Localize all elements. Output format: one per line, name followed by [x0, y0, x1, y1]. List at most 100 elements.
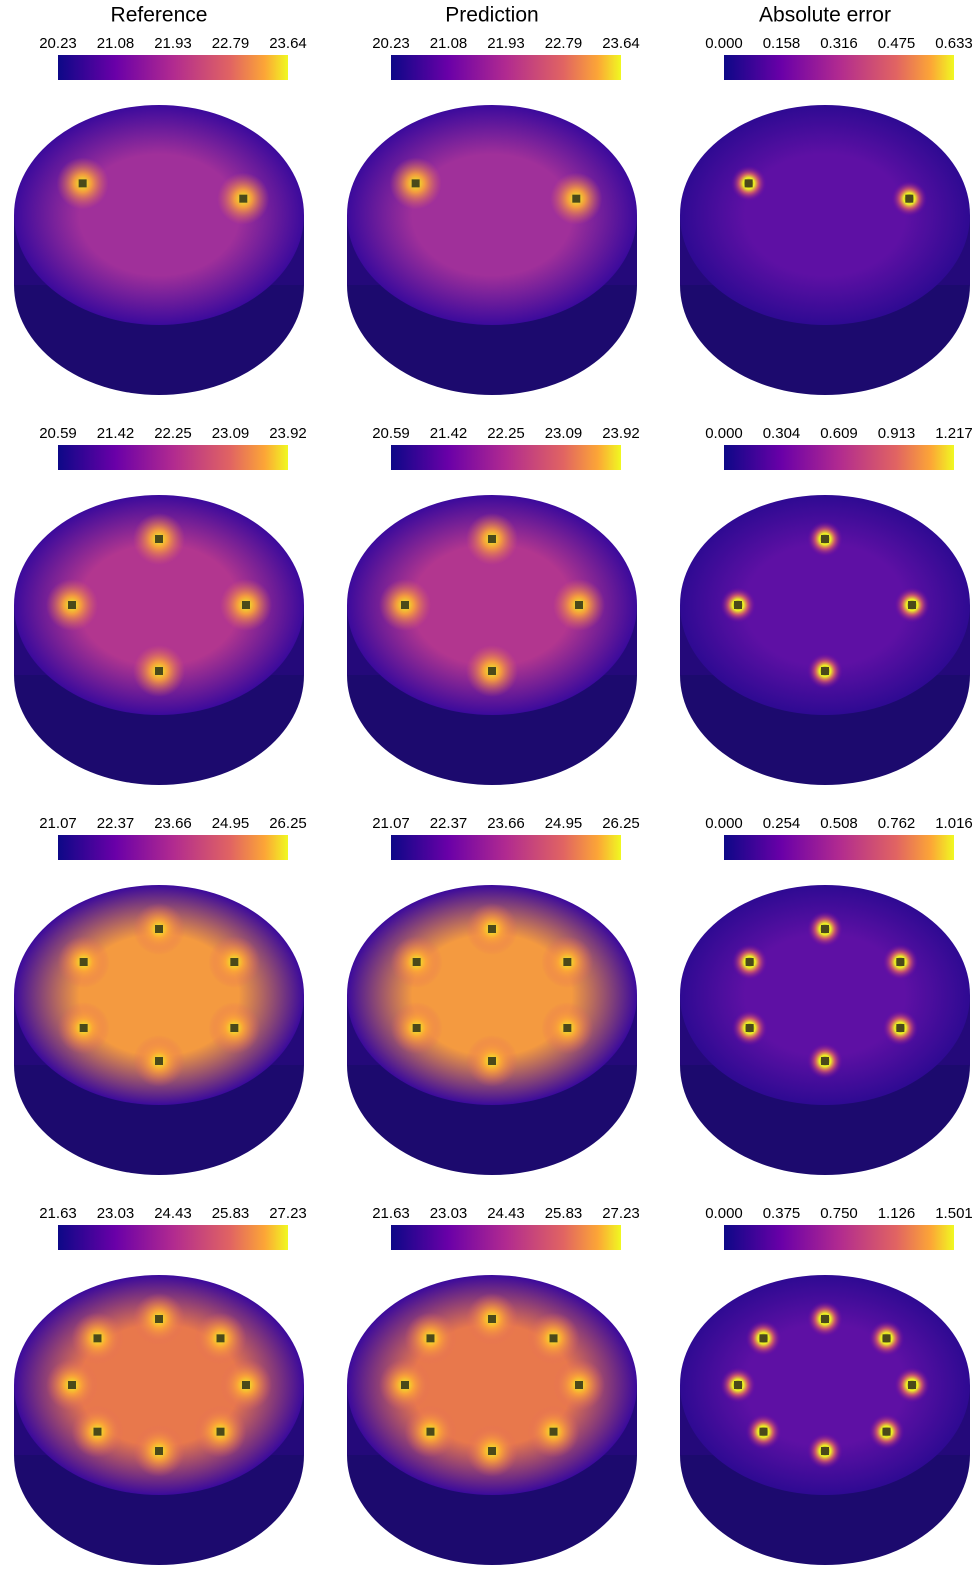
- sensor: [896, 958, 904, 966]
- colorbar-tick: 1.016: [935, 815, 973, 832]
- colorbar-tick: 21.07: [372, 815, 410, 832]
- colorbar-tick: 20.59: [372, 425, 410, 442]
- colorbar-tick: 20.23: [372, 35, 410, 52]
- sensor: [821, 1315, 829, 1323]
- colorbar-tick: 0.254: [763, 815, 801, 832]
- colorbar-tick: 0.609: [820, 425, 858, 442]
- colorbar-tick: 27.23: [602, 1205, 640, 1222]
- colorbar-tick: 22.37: [97, 815, 135, 832]
- colorbar-tick: 0.633: [935, 35, 973, 52]
- sensor: [575, 601, 583, 609]
- sensor: [550, 1428, 558, 1436]
- sensor: [413, 958, 421, 966]
- colorbar-tick: 24.95: [212, 815, 250, 832]
- colorbar-tick: 25.83: [212, 1205, 250, 1222]
- sensor: [242, 1381, 250, 1389]
- colorbar-tick: 24.95: [545, 815, 583, 832]
- colorbar-tick: 0.000: [705, 425, 743, 442]
- colorbar-tick: 22.79: [212, 35, 250, 52]
- colorbar-tick: 0.158: [763, 35, 801, 52]
- sensor: [905, 195, 913, 203]
- sensor: [217, 1428, 225, 1436]
- sensor: [488, 1315, 496, 1323]
- colorbar-tick: 0.913: [878, 425, 916, 442]
- colorbar: [724, 55, 954, 80]
- colorbar-tick: 27.23: [269, 1205, 307, 1222]
- colorbar-tick: 21.93: [487, 35, 525, 52]
- column-title: Prediction: [445, 4, 538, 27]
- sensor: [563, 1024, 571, 1032]
- sensor: [93, 1428, 101, 1436]
- sensor: [488, 1057, 496, 1065]
- colorbar-tick: 21.07: [39, 815, 77, 832]
- colorbar-tick: 21.42: [97, 425, 135, 442]
- colorbar-tick: 22.25: [154, 425, 192, 442]
- sensor: [68, 601, 76, 609]
- colorbar-tick: 0.508: [820, 815, 858, 832]
- colorbar-tick: 23.64: [602, 35, 640, 52]
- colorbar-tick: 21.63: [372, 1205, 410, 1222]
- colorbar-tick: 23.92: [269, 425, 307, 442]
- colorbar: [724, 1225, 954, 1250]
- colorbar-tick: 1.501: [935, 1205, 973, 1222]
- sensor: [217, 1334, 225, 1342]
- column-title: Reference: [111, 4, 208, 27]
- colorbar: [391, 1225, 621, 1250]
- sensor: [821, 925, 829, 933]
- sensor: [821, 667, 829, 675]
- sensor: [488, 667, 496, 675]
- colorbar-tick: 23.66: [487, 815, 525, 832]
- colorbar-tick: 0.316: [820, 35, 858, 52]
- sensor: [883, 1334, 891, 1342]
- colorbar-tick: 26.25: [269, 815, 307, 832]
- colorbar-tick: 0.750: [820, 1205, 858, 1222]
- sensor: [746, 1024, 754, 1032]
- colorbar-tick: 21.08: [430, 35, 468, 52]
- sensor: [488, 1447, 496, 1455]
- column-title: Absolute error: [759, 4, 891, 27]
- sensor: [563, 958, 571, 966]
- sensor: [80, 1024, 88, 1032]
- sensor: [908, 1381, 916, 1389]
- colorbar-tick: 0.304: [763, 425, 801, 442]
- colorbar-tick: 22.25: [487, 425, 525, 442]
- sensor: [155, 1315, 163, 1323]
- colorbar-tick: 23.03: [430, 1205, 468, 1222]
- colorbar: [391, 445, 621, 470]
- colorbar-tick: 21.08: [97, 35, 135, 52]
- sensor: [896, 1024, 904, 1032]
- sensor: [242, 601, 250, 609]
- sensor: [426, 1334, 434, 1342]
- sensor: [821, 535, 829, 543]
- sensor: [426, 1428, 434, 1436]
- colorbar-tick: 0.000: [705, 1205, 743, 1222]
- colorbar-tick: 24.43: [487, 1205, 525, 1222]
- figure: Reference Prediction Absolute error 20.23 21…: [0, 0, 976, 1566]
- sensor: [488, 535, 496, 543]
- sensor: [230, 958, 238, 966]
- colorbar-tick: 0.000: [705, 35, 743, 52]
- sensor: [155, 1057, 163, 1065]
- sensor: [401, 601, 409, 609]
- colorbar-tick: 23.09: [212, 425, 250, 442]
- colorbar-tick: 0.000: [705, 815, 743, 832]
- colorbar-tick: 22.79: [545, 35, 583, 52]
- sensor: [734, 601, 742, 609]
- colorbar: [58, 835, 288, 860]
- colorbar: [391, 55, 621, 80]
- sensor: [821, 1447, 829, 1455]
- sensor: [155, 667, 163, 675]
- sensor: [68, 1381, 76, 1389]
- colorbar-tick: 25.83: [545, 1205, 583, 1222]
- colorbar-tick: 21.63: [39, 1205, 77, 1222]
- sensor: [883, 1428, 891, 1436]
- colorbar-tick: 20.59: [39, 425, 77, 442]
- sensor: [908, 601, 916, 609]
- sensor: [155, 925, 163, 933]
- colorbar-tick: 23.09: [545, 425, 583, 442]
- colorbar-tick: 0.475: [878, 35, 916, 52]
- sensor: [413, 1024, 421, 1032]
- colorbar-tick: 1.126: [878, 1205, 916, 1222]
- sensor: [759, 1334, 767, 1342]
- sensor: [488, 925, 496, 933]
